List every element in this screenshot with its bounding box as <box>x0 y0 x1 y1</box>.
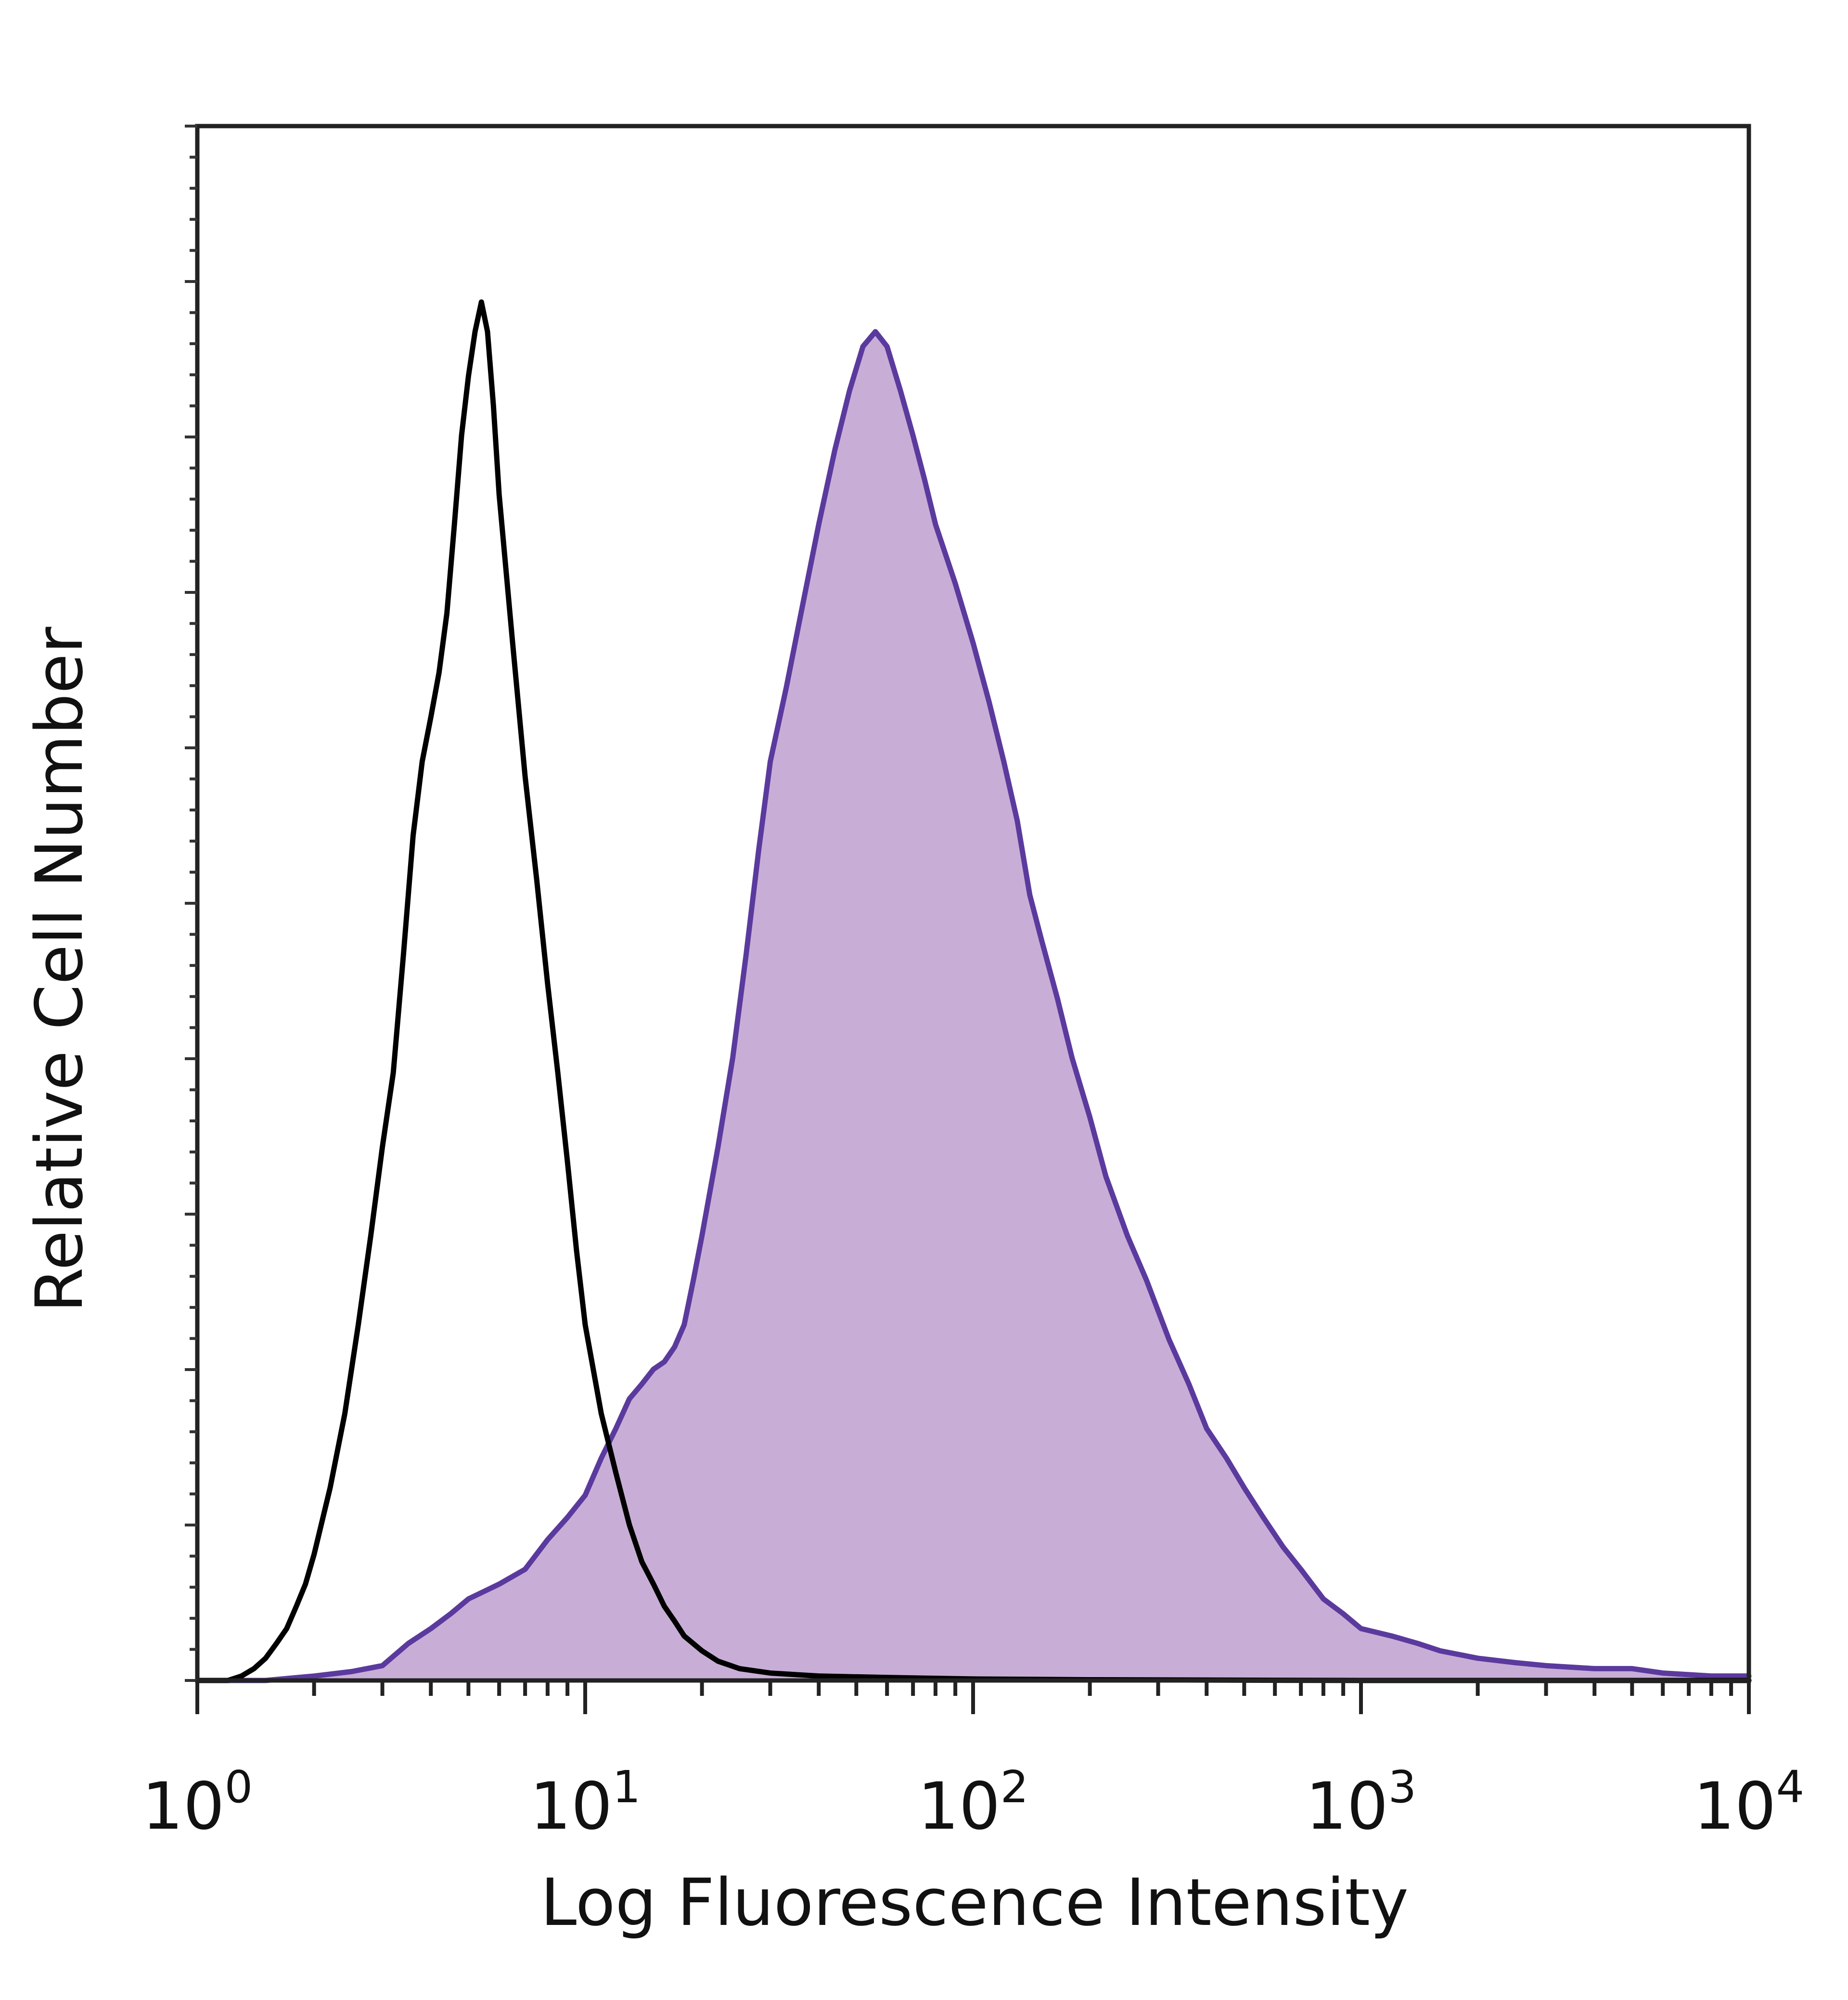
x-tick-label: 102 <box>918 1761 1028 1844</box>
x-axis-ticks <box>195 1680 1751 1714</box>
x-tick-label: 103 <box>1306 1761 1416 1844</box>
x-tick-label: 104 <box>1694 1761 1804 1844</box>
x-axis-tick-labels: 100 101 102 103 104 <box>142 1761 1804 1844</box>
y-axis-ticks <box>185 125 197 1682</box>
x-axis-title: Log Fluorescence Intensity <box>540 1865 1409 1940</box>
series-1-line <box>194 299 1752 1683</box>
series-0-fill <box>197 332 1749 1681</box>
y-axis-title: Relative Cell Number <box>22 627 97 1312</box>
x-tick-label: 100 <box>142 1761 253 1844</box>
series-layer <box>194 299 1752 1683</box>
series-0-outline <box>194 329 1752 1683</box>
x-tick-label: 101 <box>530 1761 641 1844</box>
